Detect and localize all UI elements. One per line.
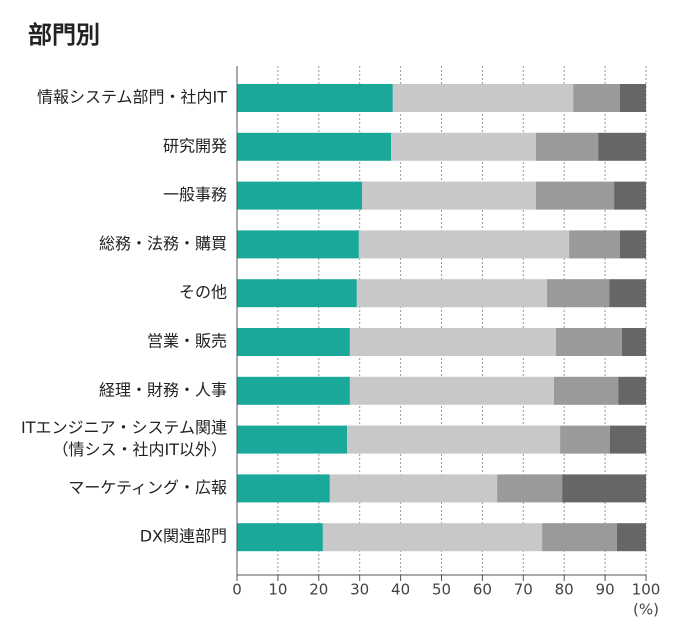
x-tick-label: 30	[350, 581, 369, 599]
bar-segment	[237, 84, 393, 112]
bar-segment	[569, 230, 620, 259]
bar-segment	[618, 376, 646, 405]
bar-segment	[610, 425, 646, 454]
bar-segment	[392, 84, 574, 112]
x-tick-label: 70	[514, 581, 533, 599]
bar-segment	[237, 328, 350, 356]
bar-segment	[609, 279, 646, 308]
bar-segment	[616, 523, 646, 552]
bar-segment	[237, 376, 350, 405]
bar-segment	[598, 132, 646, 161]
bar-segment	[556, 328, 622, 356]
x-tick-label: 100	[632, 581, 661, 599]
bar-segment	[349, 376, 554, 405]
x-tick-label: 0	[232, 581, 242, 599]
bar-segment	[573, 84, 620, 112]
bar-segment	[322, 523, 543, 552]
x-tick-label: 10	[268, 581, 287, 599]
bar-segment	[237, 523, 323, 552]
bar-segment	[547, 279, 610, 308]
bar-segment	[347, 425, 561, 454]
bar-segment	[329, 474, 498, 503]
chart-title: 部門別	[28, 21, 100, 49]
bar-segment	[358, 230, 570, 259]
bar-segment	[542, 523, 617, 552]
bar-segment	[614, 181, 646, 210]
bar-segment	[560, 425, 611, 454]
unit-label: (%)	[633, 601, 659, 619]
bar-segment	[237, 279, 357, 308]
y-tick-label: 経理・財務・人事	[99, 380, 227, 399]
bar-segment	[349, 328, 557, 356]
bar-segment	[356, 279, 548, 308]
y-tick-label: マーケティング・広報	[68, 478, 227, 497]
bar-segment	[391, 132, 536, 161]
bar-segment	[237, 425, 348, 454]
bar-segment	[237, 230, 359, 259]
x-tick-label: 60	[473, 581, 492, 599]
bar-segment	[621, 328, 646, 356]
y-tick-label: DX関連部門	[140, 527, 227, 546]
y-tick-label: 総務・法務・購買	[99, 234, 227, 253]
y-tick-label: 情報システム部門・社内IT	[37, 88, 227, 107]
y-tick-label: ITエンジニア・システム関連	[21, 418, 227, 437]
bar-segment	[553, 376, 619, 405]
x-tick-label: 50	[432, 581, 451, 599]
x-tick-label: 20	[309, 581, 328, 599]
y-tick-label: （情シス・社内IT以外）	[53, 440, 228, 459]
bar-segment	[535, 132, 599, 161]
y-tick-label: 営業・販売	[147, 332, 227, 351]
bar-segment	[497, 474, 563, 503]
bar-segment	[619, 84, 646, 112]
y-tick-label: その他	[179, 283, 227, 302]
x-tick-label: 40	[391, 581, 410, 599]
y-tick-label: 一般事務	[163, 185, 227, 204]
bar-segment	[237, 181, 363, 210]
bar-segment	[362, 181, 536, 210]
bar-segment	[237, 132, 392, 161]
bar-segment	[619, 230, 646, 259]
x-tick-label: 90	[596, 581, 615, 599]
bar-segment	[535, 181, 615, 210]
bar-segment	[237, 474, 330, 503]
bar-segment	[562, 474, 646, 503]
x-tick-label: 80	[555, 581, 574, 599]
y-tick-label: 研究開発	[163, 136, 227, 155]
